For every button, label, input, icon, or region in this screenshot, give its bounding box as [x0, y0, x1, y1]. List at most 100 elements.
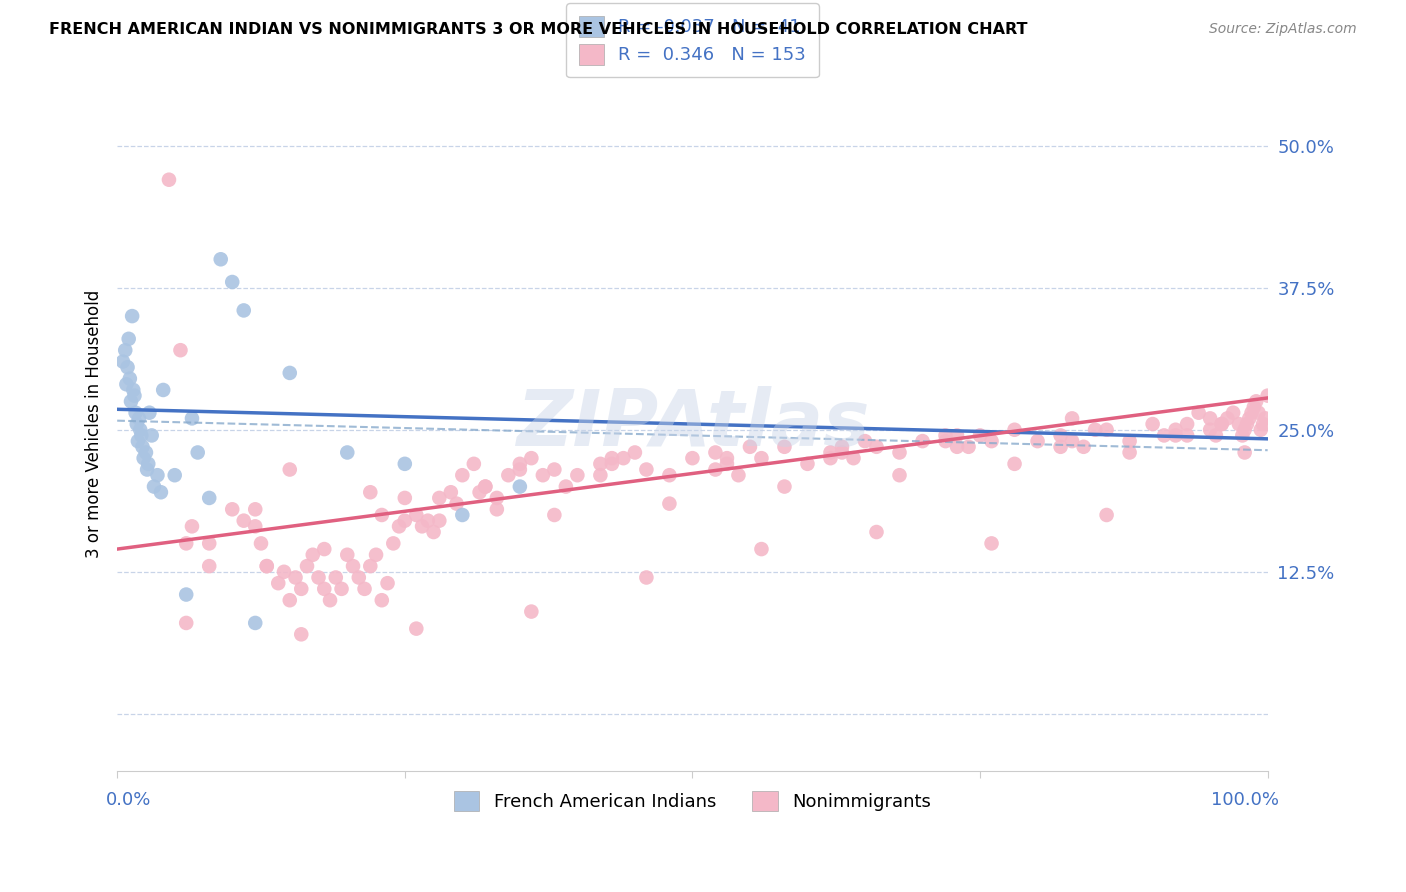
Point	[301, 548, 323, 562]
Point	[681, 451, 703, 466]
Point	[342, 559, 364, 574]
Point	[364, 548, 387, 562]
Point	[146, 468, 169, 483]
Point	[187, 445, 209, 459]
Point	[416, 514, 439, 528]
Point	[865, 524, 887, 539]
Point	[1153, 428, 1175, 442]
Point	[394, 457, 416, 471]
Point	[394, 491, 416, 505]
Point	[359, 559, 381, 574]
Point	[600, 457, 623, 471]
Point	[394, 514, 416, 528]
Point	[520, 451, 543, 466]
Point	[980, 434, 1002, 449]
Point	[773, 479, 796, 493]
Point	[336, 548, 359, 562]
Point	[716, 457, 738, 471]
Point	[1084, 423, 1107, 437]
Point	[531, 468, 554, 483]
Point	[1216, 411, 1239, 425]
Point	[290, 582, 312, 596]
Point	[509, 479, 531, 493]
Point	[1227, 417, 1250, 431]
Point	[520, 605, 543, 619]
Point	[440, 485, 463, 500]
Point	[181, 519, 204, 533]
Point	[509, 457, 531, 471]
Point	[163, 468, 186, 483]
Point	[371, 593, 394, 607]
Point	[1049, 428, 1071, 442]
Point	[451, 468, 474, 483]
Point	[934, 428, 956, 442]
Text: ZIPAtlas: ZIPAtlas	[516, 386, 869, 462]
Point	[336, 445, 359, 459]
Point	[1142, 417, 1164, 431]
Point	[245, 519, 267, 533]
Point	[118, 332, 141, 346]
Point	[198, 536, 221, 550]
Point	[1004, 423, 1026, 437]
Point	[773, 440, 796, 454]
Point	[957, 440, 980, 454]
Point	[347, 570, 370, 584]
Point	[1205, 428, 1227, 442]
Point	[498, 468, 520, 483]
Point	[405, 508, 427, 522]
Point	[946, 440, 969, 454]
Point	[124, 389, 146, 403]
Point	[543, 508, 565, 522]
Point	[388, 519, 411, 533]
Point	[658, 468, 681, 483]
Point	[1164, 428, 1187, 442]
Point	[738, 440, 761, 454]
Point	[319, 593, 342, 607]
Point	[125, 417, 148, 431]
Point	[330, 582, 353, 596]
Point	[658, 497, 681, 511]
Point	[1254, 411, 1277, 425]
Point	[256, 559, 278, 574]
Point	[1236, 417, 1258, 431]
Point	[198, 559, 221, 574]
Point	[865, 440, 887, 454]
Text: 100.0%: 100.0%	[1211, 791, 1279, 809]
Point	[427, 491, 450, 505]
Point	[427, 514, 450, 528]
Point	[1049, 440, 1071, 454]
Point	[1062, 411, 1084, 425]
Point	[831, 445, 853, 459]
Point	[1232, 428, 1254, 442]
Point	[325, 570, 347, 584]
Point	[1251, 417, 1274, 431]
Point	[131, 440, 153, 454]
Point	[474, 479, 496, 493]
Point	[468, 485, 491, 500]
Text: 0.0%: 0.0%	[105, 791, 150, 809]
Point	[946, 428, 969, 442]
Point	[636, 462, 658, 476]
Point	[1095, 423, 1118, 437]
Point	[1250, 423, 1272, 437]
Point	[820, 445, 842, 459]
Point	[612, 451, 634, 466]
Point	[138, 406, 160, 420]
Point	[174, 615, 197, 630]
Point	[716, 451, 738, 466]
Point	[842, 451, 865, 466]
Point	[1004, 457, 1026, 471]
Point	[209, 252, 232, 267]
Point	[174, 536, 197, 550]
Point	[474, 479, 496, 493]
Point	[1118, 445, 1140, 459]
Point	[120, 394, 142, 409]
Point	[121, 309, 143, 323]
Point	[152, 383, 174, 397]
Point	[889, 468, 911, 483]
Point	[1199, 423, 1222, 437]
Point	[118, 371, 141, 385]
Point	[143, 479, 166, 493]
Point	[198, 491, 221, 505]
Point	[290, 627, 312, 641]
